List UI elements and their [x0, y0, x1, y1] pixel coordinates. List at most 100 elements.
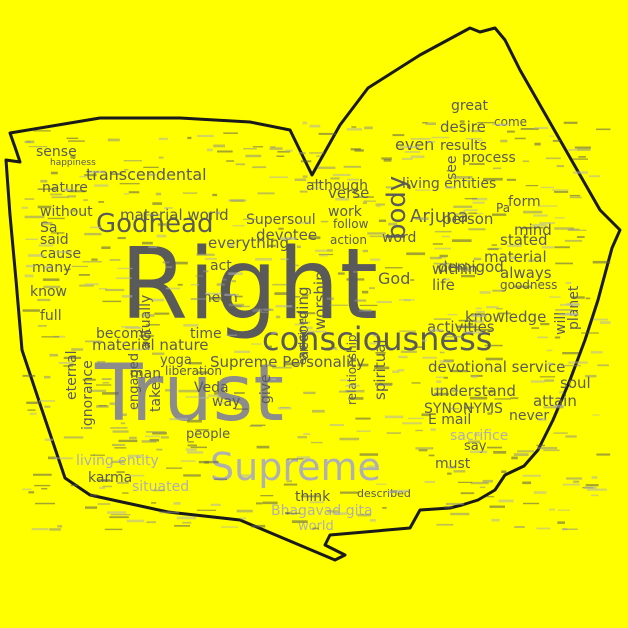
filler-word-mark: [271, 331, 277, 334]
filler-word-mark: [452, 176, 473, 179]
filler-word-mark: [142, 241, 153, 245]
filler-word-mark: [369, 519, 376, 522]
filler-word-mark: [343, 165, 362, 168]
filler-word-mark: [547, 362, 553, 366]
filler-word-mark: [337, 272, 345, 275]
filler-word-mark: [545, 157, 561, 160]
filler-word-mark: [180, 460, 196, 462]
filler-word-mark: [309, 152, 324, 154]
filler-word-mark: [471, 197, 488, 201]
filler-word-mark: [415, 217, 429, 220]
filler-word-mark: [88, 389, 107, 392]
cloud-word: time: [190, 326, 222, 342]
filler-word-mark: [539, 222, 555, 224]
filler-word-mark: [381, 157, 392, 160]
filler-word-mark: [404, 151, 421, 153]
filler-word-mark: [412, 346, 426, 348]
filler-word-mark: [148, 246, 157, 249]
filler-word-mark: [240, 474, 250, 477]
filler-word-mark: [272, 366, 292, 369]
filler-word-mark: [102, 392, 119, 395]
filler-word-mark: [164, 207, 173, 209]
filler-word-mark: [394, 489, 409, 492]
filler-word-mark: [116, 277, 132, 279]
filler-word-mark: [173, 261, 188, 265]
cloud-word: situated: [132, 479, 189, 495]
filler-word-mark: [143, 166, 159, 168]
filler-word-mark: [461, 211, 466, 213]
filler-word-mark: [585, 374, 597, 378]
filler-word-mark: [479, 291, 491, 294]
filler-word-mark: [252, 309, 263, 313]
filler-word-mark: [461, 274, 476, 278]
filler-word-mark: [554, 246, 570, 249]
filler-word-mark: [319, 254, 328, 257]
filler-word-mark: [91, 258, 98, 261]
filler-word-mark: [355, 196, 374, 198]
filler-word-mark: [114, 447, 127, 449]
filler-word-mark: [538, 418, 547, 421]
filler-word-mark: [340, 379, 349, 381]
cloud-word: liberation: [165, 364, 222, 378]
filler-word-mark: [240, 517, 246, 520]
filler-word-mark: [270, 146, 276, 148]
filler-word-mark: [101, 378, 112, 381]
cloud-word: material world: [120, 206, 229, 224]
filler-word-mark: [98, 405, 107, 407]
filler-word-mark: [588, 175, 601, 178]
filler-word-mark: [216, 283, 225, 286]
filler-word-mark: [107, 138, 120, 142]
filler-word-mark: [35, 502, 55, 505]
filler-word-mark: [557, 509, 570, 511]
filler-word-mark: [71, 265, 88, 268]
filler-word-mark: [256, 445, 270, 449]
filler-word-mark: [514, 526, 525, 528]
filler-word-mark: [98, 201, 105, 203]
filler-word-mark: [599, 321, 611, 324]
filler-word-mark: [364, 126, 373, 130]
cloud-word: worship: [311, 271, 329, 330]
filler-word-mark: [297, 222, 311, 224]
filler-word-mark: [436, 380, 442, 383]
filler-word-mark: [234, 392, 245, 394]
filler-word-mark: [308, 236, 321, 240]
filler-word-mark: [471, 130, 480, 133]
filler-word-mark: [276, 155, 285, 157]
filler-word-mark: [520, 128, 539, 130]
filler-word-mark: [568, 149, 578, 151]
filler-word-mark: [296, 245, 301, 248]
filler-word-mark: [218, 394, 223, 397]
filler-word-mark: [207, 394, 221, 397]
filler-word-mark: [37, 325, 47, 327]
filler-word-mark: [369, 342, 377, 345]
filler-word-mark: [287, 458, 304, 460]
filler-word-mark: [285, 512, 301, 514]
filler-word-mark: [152, 202, 163, 205]
cloud-word: Arjuna: [410, 206, 469, 227]
filler-word-mark: [124, 193, 129, 195]
cloud-word: devotee: [256, 226, 317, 244]
filler-word-mark: [511, 456, 518, 460]
cloud-word: Bhagavad gita: [271, 503, 373, 519]
filler-word-mark: [96, 360, 106, 363]
filler-word-mark: [326, 297, 334, 301]
filler-word-mark: [304, 321, 310, 324]
filler-word-mark: [354, 299, 367, 302]
filler-word-mark: [98, 288, 108, 290]
filler-word-mark: [447, 314, 458, 316]
filler-word-mark: [591, 476, 598, 479]
filler-word-mark: [431, 136, 450, 139]
filler-word-mark: [554, 336, 561, 339]
filler-word-mark: [453, 470, 466, 473]
filler-word-mark: [445, 502, 464, 505]
filler-word-mark: [141, 440, 157, 443]
filler-word-mark: [320, 220, 329, 223]
filler-word-mark: [212, 193, 218, 197]
filler-word-mark: [318, 132, 336, 135]
filler-word-mark: [220, 526, 239, 528]
filler-word-mark: [63, 365, 73, 367]
filler-word-mark: [463, 209, 478, 212]
cloud-word: always: [500, 264, 552, 282]
cloud-word: knowledge: [465, 308, 546, 326]
filler-word-mark: [70, 156, 76, 159]
